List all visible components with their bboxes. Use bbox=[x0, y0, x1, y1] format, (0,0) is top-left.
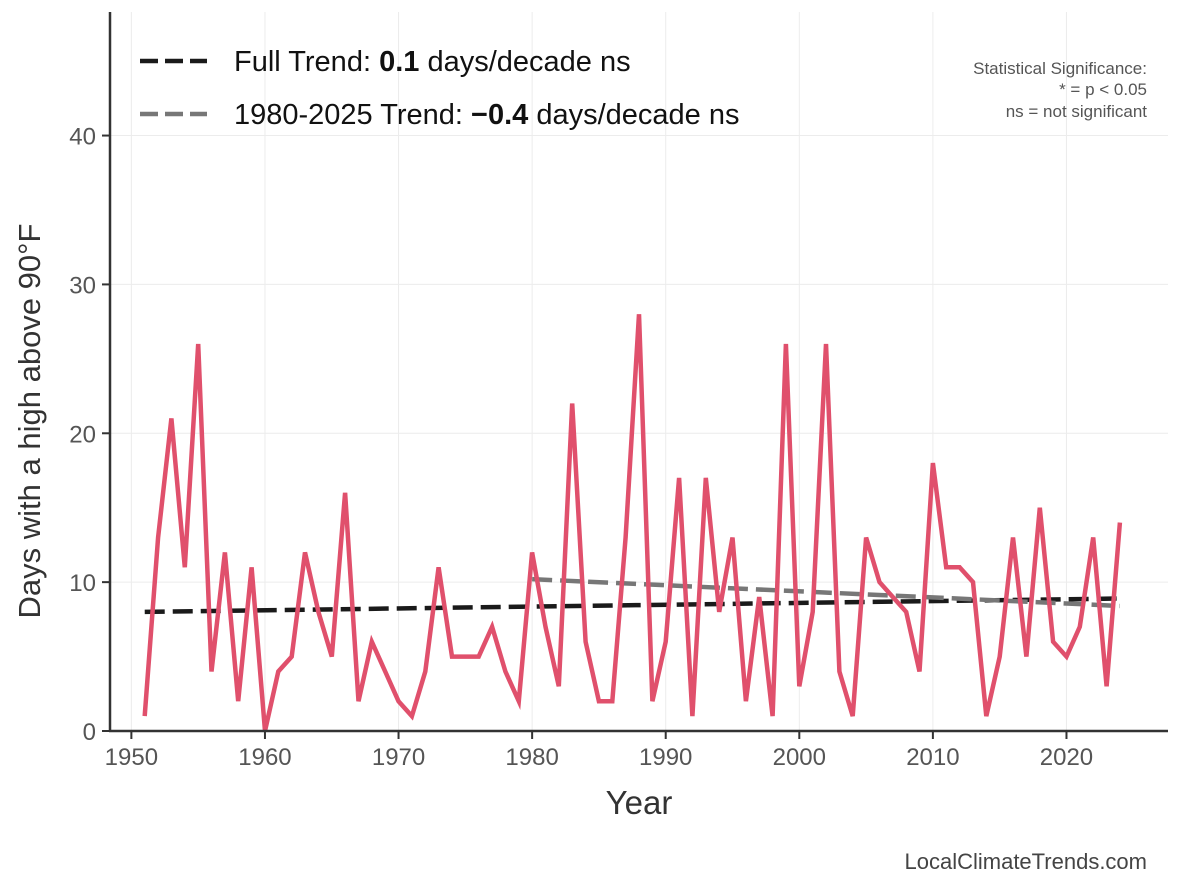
y-tick-label: 40 bbox=[69, 124, 96, 151]
series-line bbox=[142, 314, 1123, 732]
y-tick-label: 20 bbox=[69, 421, 96, 448]
legend: Full Trend: 0.1 days/decade ns1980-2025 … bbox=[140, 46, 739, 131]
x-tick-label: 1970 bbox=[372, 744, 425, 771]
x-tick-label: 1980 bbox=[505, 744, 558, 771]
legend-suffix: days/decade ns bbox=[528, 99, 739, 131]
legend-value: −0.4 bbox=[471, 99, 528, 131]
x-tick-label: 2010 bbox=[906, 744, 959, 771]
legend-suffix: days/decade ns bbox=[419, 46, 630, 78]
legend-prefix: 1980-2025 Trend: bbox=[234, 99, 471, 131]
significance-line-3: ns = not significant bbox=[1006, 102, 1148, 121]
significance-line-2: * = p < 0.05 bbox=[1059, 80, 1147, 99]
x-tick-label: 1950 bbox=[105, 744, 158, 771]
credit: LocalClimateTrends.com bbox=[905, 849, 1148, 874]
legend-prefix: Full Trend: bbox=[234, 46, 379, 78]
legend-entry: 1980-2025 Trend: −0.4 days/decade ns bbox=[234, 99, 739, 131]
x-tick-label: 1990 bbox=[639, 744, 692, 771]
x-axis-label: Year bbox=[606, 784, 673, 821]
y-tick-label: 30 bbox=[69, 272, 96, 299]
y-tick-label: 0 bbox=[83, 719, 96, 746]
significance-line-1: Statistical Significance: bbox=[973, 59, 1147, 78]
x-tick-label: 2020 bbox=[1040, 744, 1093, 771]
data-series bbox=[142, 314, 1123, 732]
x-tick-label: 1960 bbox=[238, 744, 291, 771]
y-tick-label: 10 bbox=[69, 570, 96, 597]
y-axis-label: Days with a high above 90°F bbox=[12, 224, 47, 619]
legend-value: 0.1 bbox=[379, 46, 419, 78]
x-tick-label: 2000 bbox=[773, 744, 826, 771]
axes: 1950 1960 1970 1980 1990 2000 2010 2020 0 10 20 30 4… bbox=[69, 12, 1168, 771]
legend-entry: Full Trend: 0.1 days/decade ns bbox=[234, 46, 631, 78]
